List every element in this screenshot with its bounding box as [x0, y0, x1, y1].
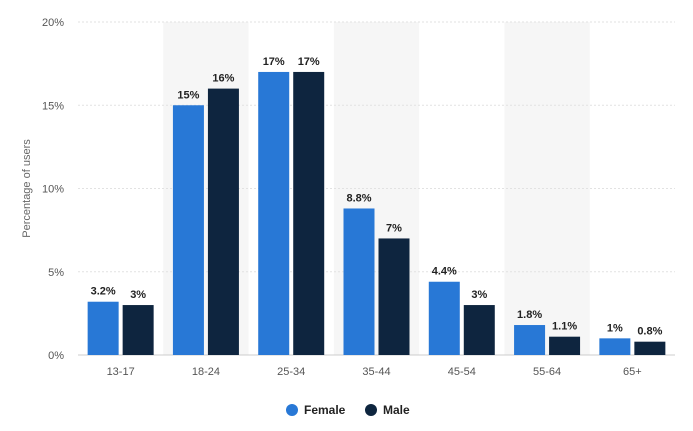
data-labels: 3.2% 3% 15% 16% 17% 17% 8.8% 7% 4.4% 3% 1.8% 1.1% 1%… [91, 56, 663, 338]
legend-marker-female[interactable] [286, 404, 298, 416]
bar-male-45-54[interactable] [463, 305, 495, 355]
bar-female-13-17[interactable] [87, 301, 119, 355]
y-tick-label: 5% [48, 267, 64, 279]
legend-marker-male[interactable] [365, 404, 377, 416]
bar-female-25-34[interactable] [258, 71, 290, 355]
bar-female-18-24[interactable] [172, 105, 204, 355]
bar-male-65+[interactable] [634, 341, 666, 355]
bar-female-45-54[interactable] [428, 281, 460, 355]
x-tick-label: 65+ [623, 366, 642, 378]
data-label-female-45-54: 4.4% [432, 266, 457, 278]
bar-male-13-17[interactable] [122, 305, 154, 355]
data-label-female-18-24: 15% [177, 89, 199, 101]
bar-male-55-64[interactable] [549, 336, 581, 355]
data-label-male-25-34: 17% [298, 56, 320, 68]
bar-male-35-44[interactable] [378, 238, 410, 355]
x-tick-label: 35-44 [362, 366, 390, 378]
bars [87, 71, 666, 355]
bar-female-55-64[interactable] [514, 325, 546, 355]
data-label-male-18-24: 16% [212, 73, 234, 85]
bar-male-25-34[interactable] [293, 71, 325, 355]
data-label-female-13-17: 3.2% [91, 286, 116, 298]
data-label-male-65+: 0.8% [637, 326, 662, 338]
legend-label-male[interactable]: Male [383, 403, 410, 417]
data-label-female-35-44: 8.8% [346, 192, 371, 204]
x-tick-label: 55-64 [533, 366, 561, 378]
bar-female-35-44[interactable] [343, 208, 375, 355]
y-tick-label: 15% [42, 100, 64, 112]
data-label-female-55-64: 1.8% [517, 309, 542, 321]
y-axis-ticks: 0% 5% 10% 15% 20% [42, 17, 64, 362]
data-label-male-35-44: 7% [386, 222, 402, 234]
x-tick-label: 18-24 [192, 366, 220, 378]
bar-male-18-24[interactable] [207, 88, 239, 355]
data-label-female-25-34: 17% [263, 56, 285, 68]
y-axis-title: Percentage of users [21, 139, 33, 238]
data-label-male-45-54: 3% [471, 289, 487, 301]
legend[interactable]: Female Male [286, 403, 410, 417]
x-tick-label: 25-34 [277, 366, 305, 378]
x-tick-label: 45-54 [448, 366, 476, 378]
y-tick-label: 0% [48, 350, 64, 362]
x-axis-ticks: 13-17 18-24 25-34 35-44 45-54 55-64 65+ [107, 366, 642, 378]
y-tick-label: 20% [42, 17, 64, 29]
legend-label-female[interactable]: Female [304, 403, 346, 417]
bar-female-65+[interactable] [599, 338, 631, 355]
data-label-female-65+: 1% [607, 322, 623, 334]
data-label-male-55-64: 1.1% [552, 321, 577, 333]
data-label-male-13-17: 3% [130, 289, 146, 301]
x-tick-label: 13-17 [107, 366, 135, 378]
y-tick-label: 10% [42, 184, 64, 196]
